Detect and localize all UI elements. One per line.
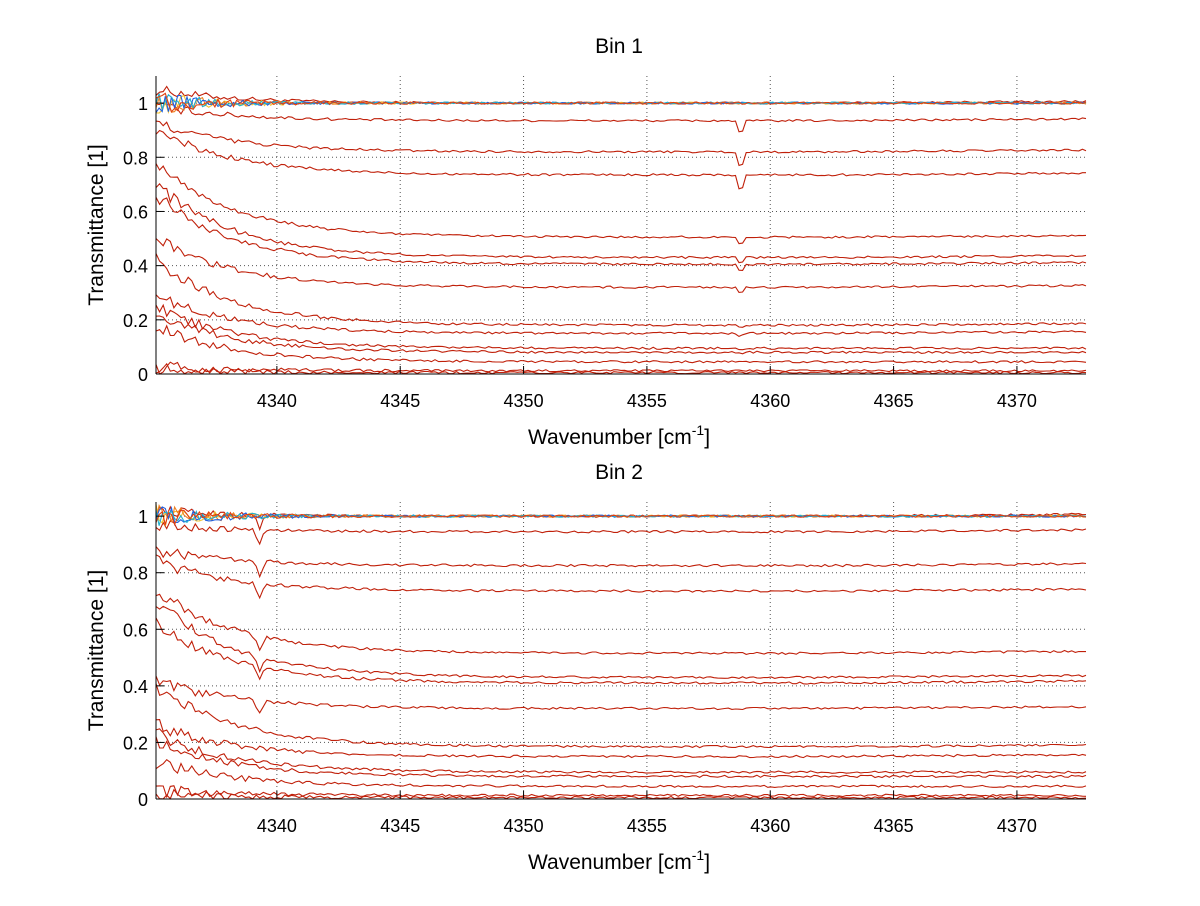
series-line-7 xyxy=(155,617,1087,685)
overlay-line-5 xyxy=(155,92,1087,113)
series-line-4 xyxy=(155,129,1086,190)
y-tick-label: 0 xyxy=(138,365,148,385)
overlay-line-1 xyxy=(155,504,1087,524)
series-line-12 xyxy=(155,736,1087,779)
axes-2: 4340 4345 4350 4355 4360 4365 4370 0 0.2 0.4 0.6 0.… xyxy=(85,461,1087,874)
x-tick-label: 4360 xyxy=(750,816,790,836)
series-line-10 xyxy=(155,719,1087,759)
series-line-10 xyxy=(155,294,1087,338)
chart-title: Bin 2 xyxy=(595,461,643,484)
x-tick-label: 4355 xyxy=(627,816,667,836)
x-tick-label: 4350 xyxy=(504,391,544,411)
overlay-line-5 xyxy=(155,509,1087,527)
series-line-11 xyxy=(155,303,1087,351)
series-line-5 xyxy=(155,593,1086,656)
series-line-5 xyxy=(155,163,1087,245)
x-tick-label: 4360 xyxy=(750,391,790,411)
x-axis-label-bracket: ] xyxy=(704,851,710,874)
y-tick-label: 0.2 xyxy=(123,311,148,331)
x-tick-label: 4340 xyxy=(257,816,297,836)
x-axis-label-superscript: -1 xyxy=(692,847,705,863)
y-tick-label: 0.4 xyxy=(123,257,148,277)
x-axis-label: Wavenumber [cm-1] xyxy=(528,847,710,874)
series-line-1 xyxy=(155,505,1087,532)
x-axis-label-text: Wavenumber [cm xyxy=(528,851,692,874)
x-tick-label: 4365 xyxy=(874,391,914,411)
series-line-6 xyxy=(155,182,1087,264)
x-tick-label: 4350 xyxy=(504,816,544,836)
y-axis-label: Transmittance [1] xyxy=(85,570,108,731)
x-tick-label: 4355 xyxy=(627,391,667,411)
series-line-2 xyxy=(155,520,1087,546)
series-line-13 xyxy=(155,758,1087,788)
x-tick-label: 4365 xyxy=(874,816,914,836)
x-tick-label: 4370 xyxy=(997,816,1037,836)
series-line-8 xyxy=(155,675,1087,714)
series-line-3 xyxy=(155,120,1087,167)
series-line-14 xyxy=(155,361,1087,375)
series-line-9 xyxy=(155,683,1087,749)
series-line-15 xyxy=(155,788,1087,800)
x-tick-label: 4345 xyxy=(380,816,420,836)
series-line-7 xyxy=(155,196,1087,271)
chart-title: Bin 1 xyxy=(595,35,643,58)
y-tick-label: 0.4 xyxy=(123,677,148,697)
series-line-6 xyxy=(155,605,1087,680)
series-line-15 xyxy=(155,362,1087,375)
x-axis-label-text: Wavenumber [cm xyxy=(528,426,692,449)
y-tick-label: 0.6 xyxy=(123,620,148,640)
x-tick-label: 4345 xyxy=(380,391,420,411)
y-tick-label: 0.6 xyxy=(123,202,148,222)
series-line-2 xyxy=(155,102,1087,133)
series-line-13 xyxy=(155,324,1087,364)
y-tick-label: 1 xyxy=(138,94,148,114)
series-line-8 xyxy=(155,238,1087,293)
y-axis-label: Transmittance [1] xyxy=(85,144,108,305)
x-axis-label: Wavenumber [cm-1] xyxy=(528,422,710,449)
x-tick-label: 4340 xyxy=(257,391,297,411)
x-axis-label-superscript: -1 xyxy=(692,422,705,438)
y-tick-label: 0.8 xyxy=(123,564,148,584)
series-line-3 xyxy=(155,546,1087,579)
series-line-11 xyxy=(155,728,1087,774)
x-axis-label-bracket: ] xyxy=(704,426,710,449)
series-line-14 xyxy=(155,785,1087,799)
x-tick-label: 4370 xyxy=(997,391,1037,411)
series-line-9 xyxy=(155,253,1087,328)
y-tick-label: 0.8 xyxy=(123,148,148,168)
y-tick-label: 0.2 xyxy=(123,733,148,753)
series-line-4 xyxy=(155,554,1087,600)
y-tick-label: 1 xyxy=(138,507,148,527)
y-tick-label: 0 xyxy=(138,790,148,810)
series-line-12 xyxy=(155,315,1087,355)
axes-1: 4340 4345 4350 4355 4360 4365 4370 0 0.2 0.4 0.6 0.… xyxy=(85,35,1087,449)
overlay-line-4 xyxy=(155,509,1086,526)
